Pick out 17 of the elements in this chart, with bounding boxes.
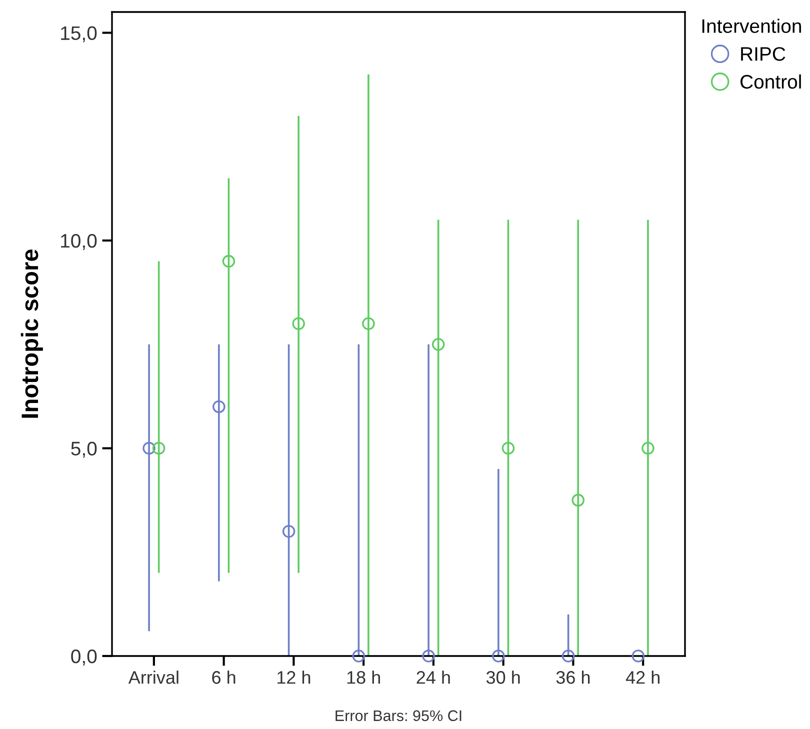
x-tick-label: Arrival [128, 670, 178, 684]
y-tick-label: 5,0 [71, 442, 97, 458]
y-axis-title: Inotropic score [20, 250, 43, 418]
x-tick-label: 18 h [347, 670, 380, 684]
x-tick-label: 30 h [486, 670, 520, 684]
legend-title: Intervention [702, 18, 801, 33]
legend-label: Control [740, 74, 801, 89]
x-tick-label: 36 h [556, 670, 590, 684]
text: Error Bars: 95% CI [336, 710, 462, 722]
y-tick-label: 15,0 [61, 26, 97, 42]
x-tick-label: 24 h [416, 670, 450, 684]
y-tick-label: 0,0 [71, 649, 97, 666]
legend-label: RIPC [741, 47, 786, 61]
y-tick-label: 10,0 [61, 234, 97, 250]
x-tick-label: 12 h [277, 670, 310, 684]
x-tick-label: 6 h [212, 670, 236, 684]
x-tick-label: 42 h [626, 670, 660, 684]
